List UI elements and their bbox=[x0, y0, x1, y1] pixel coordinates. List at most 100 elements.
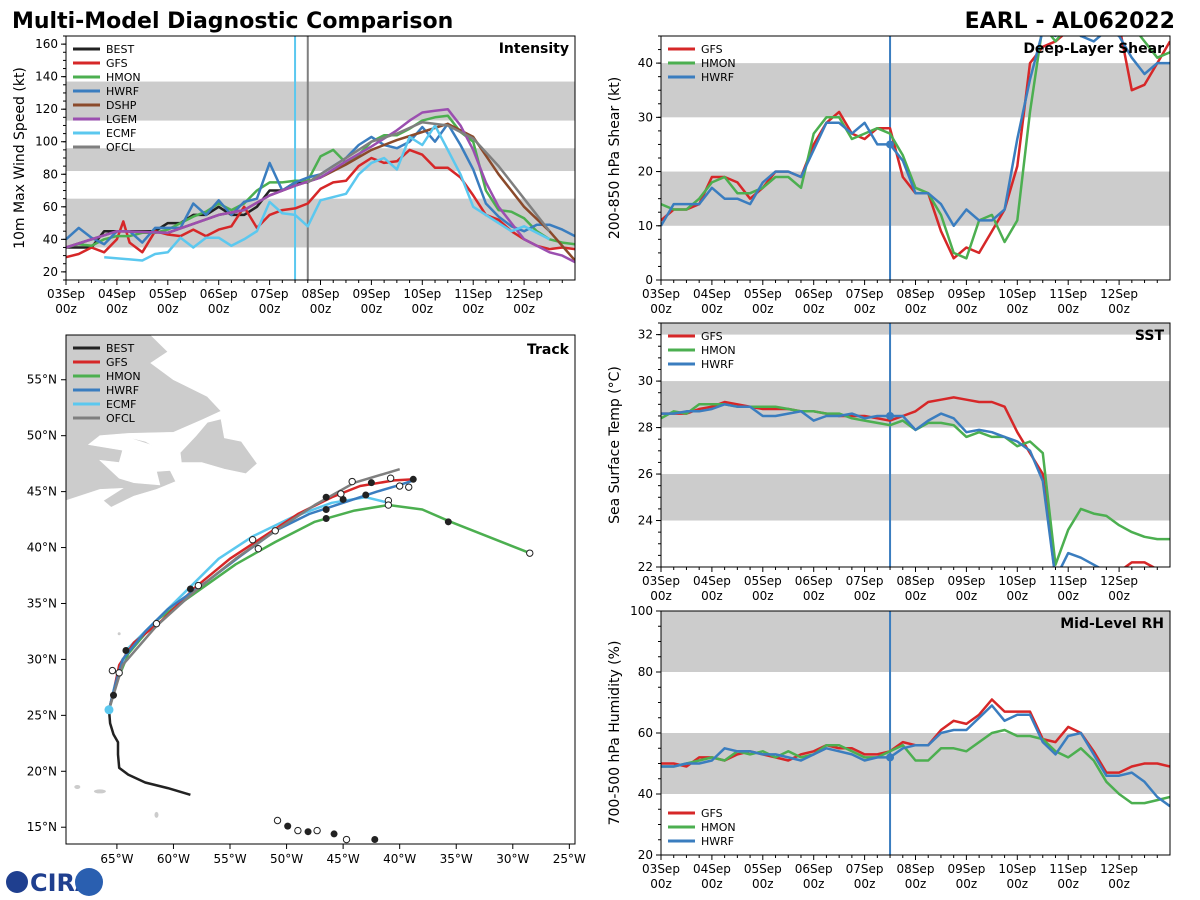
panels: 2040608010012014016003Sep00z04Sep00z05Se… bbox=[12, 35, 1171, 891]
x-tick-label: 07Sep bbox=[251, 287, 289, 301]
track-marker-open bbox=[115, 669, 123, 677]
y-tick-label: 30°N bbox=[27, 652, 57, 666]
y-tick-label: 160 bbox=[35, 37, 58, 51]
legend-label-hmon: HMON bbox=[106, 370, 141, 383]
track-marker-open bbox=[526, 549, 534, 557]
track-marker-filled bbox=[367, 479, 375, 487]
legend-label-ofcl: OFCL bbox=[106, 412, 136, 425]
legend-label-ecmf: ECMF bbox=[106, 127, 136, 140]
x-tick-sublabel: 00z bbox=[1007, 589, 1029, 603]
x-tick-sublabel: 00z bbox=[462, 302, 484, 316]
x-tick-label: 11Sep bbox=[1049, 574, 1087, 588]
island-3 bbox=[74, 784, 81, 789]
legend-label-ecmf: ECMF bbox=[106, 398, 136, 411]
x-tick-label: 06Sep bbox=[795, 862, 833, 876]
track-line-gfs bbox=[107, 478, 415, 711]
panel-sst: 22242628303203Sep00z04Sep00z05Sep00z06Se… bbox=[607, 322, 1171, 603]
y-tick-label: 32 bbox=[638, 328, 653, 342]
land-shape-2 bbox=[125, 436, 154, 446]
x-tick-sublabel: 00z bbox=[55, 302, 77, 316]
legend-label-hwrf: HWRF bbox=[106, 85, 139, 98]
x-tick-label: 10Sep bbox=[998, 287, 1036, 301]
x-tick-sublabel: 00z bbox=[1057, 302, 1079, 316]
series-line-lgem bbox=[66, 107, 575, 264]
legend-label-hmon: HMON bbox=[701, 821, 736, 834]
x-tick-sublabel: 00z bbox=[1057, 589, 1079, 603]
band-0 bbox=[661, 474, 1170, 521]
logo-seal-icon bbox=[75, 868, 103, 896]
track-marker-filled bbox=[122, 646, 130, 654]
y-tick-label: 100 bbox=[630, 604, 653, 618]
track-marker-open bbox=[194, 581, 203, 590]
x-tick-label: 09Sep bbox=[947, 574, 985, 588]
track-marker-open bbox=[395, 482, 404, 490]
x-tick-label: 25°W bbox=[553, 852, 586, 866]
series-line-hwrf bbox=[661, 704, 1170, 808]
x-tick-sublabel: 00z bbox=[854, 877, 876, 891]
x-tick-sublabel: 00z bbox=[752, 302, 774, 316]
y-tick-label: 60 bbox=[638, 726, 653, 740]
band-2 bbox=[661, 323, 1170, 335]
y-tick-label: 40 bbox=[638, 56, 653, 70]
x-tick-sublabel: 00z bbox=[701, 877, 723, 891]
x-tick-sublabel: 00z bbox=[513, 302, 535, 316]
x-tick-sublabel: 00z bbox=[1007, 302, 1029, 316]
x-tick-sublabel: 00z bbox=[361, 302, 383, 316]
legend-label-gfs: GFS bbox=[106, 356, 128, 369]
y-tick-label: 40°N bbox=[27, 541, 57, 555]
y-tick-label: 20 bbox=[638, 165, 653, 179]
band-1 bbox=[661, 611, 1170, 672]
y-tick-label: 40 bbox=[43, 232, 58, 246]
track-marker-open bbox=[273, 816, 282, 825]
x-tick-label: 09Sep bbox=[947, 287, 985, 301]
x-tick-sublabel: 00z bbox=[854, 302, 876, 316]
track-layer bbox=[66, 335, 534, 844]
x-tick-sublabel: 00z bbox=[1007, 877, 1029, 891]
x-tick-label: 04Sep bbox=[693, 862, 731, 876]
cira-logo: CIRA bbox=[6, 868, 103, 897]
x-tick-label: 04Sep bbox=[98, 287, 136, 301]
track-start-marker bbox=[104, 705, 114, 715]
y-axis-label: 200-850 hPa Shear (kt) bbox=[607, 77, 623, 239]
x-tick-label: 11Sep bbox=[454, 287, 492, 301]
x-tick-sublabel: 00z bbox=[701, 302, 723, 316]
x-tick-label: 65°W bbox=[100, 852, 133, 866]
x-tick-sublabel: 00z bbox=[803, 302, 825, 316]
figure-title: Multi-Model Diagnostic Comparison bbox=[12, 9, 453, 34]
track-marker-filled bbox=[110, 691, 118, 699]
x-tick-label: 10Sep bbox=[998, 862, 1036, 876]
y-tick-label: 0 bbox=[645, 273, 653, 287]
legend-label-hmon: HMON bbox=[701, 57, 736, 70]
x-tick-label: 06Sep bbox=[795, 287, 833, 301]
x-tick-label: 09Sep bbox=[352, 287, 390, 301]
panel-title: Intensity bbox=[499, 41, 569, 57]
series-line-hwrf bbox=[661, 403, 1101, 567]
track-marker-filled bbox=[371, 836, 379, 844]
track-marker-open bbox=[152, 619, 161, 628]
x-tick-label: 50°W bbox=[270, 852, 303, 866]
track-marker-open bbox=[386, 474, 395, 482]
analysis-marker bbox=[886, 753, 895, 762]
x-tick-label: 06Sep bbox=[200, 287, 238, 301]
legend-label-gfs: GFS bbox=[701, 43, 723, 56]
x-tick-label: 03Sep bbox=[642, 287, 680, 301]
x-tick-sublabel: 00z bbox=[259, 302, 281, 316]
series-line-hmon bbox=[661, 728, 1170, 805]
x-tick-label: 12Sep bbox=[1100, 287, 1138, 301]
band-1 bbox=[661, 381, 1170, 428]
x-tick-sublabel: 00z bbox=[208, 302, 230, 316]
x-tick-sublabel: 00z bbox=[650, 589, 672, 603]
series-line-ecmf bbox=[104, 124, 551, 262]
legend-label-best: BEST bbox=[106, 43, 134, 56]
x-tick-sublabel: 00z bbox=[956, 302, 978, 316]
track-marker-open bbox=[248, 536, 257, 544]
island-2 bbox=[117, 632, 121, 636]
legend-label-hmon: HMON bbox=[106, 71, 141, 84]
y-tick-label: 100 bbox=[35, 135, 58, 149]
x-tick-sublabel: 00z bbox=[1108, 877, 1130, 891]
track-marker-open bbox=[254, 544, 262, 553]
island-0 bbox=[93, 789, 106, 794]
panel-shear: 01020304003Sep00z04Sep00z05Sep00z06Sep00… bbox=[607, 35, 1171, 316]
y-tick-label: 25°N bbox=[27, 708, 57, 722]
